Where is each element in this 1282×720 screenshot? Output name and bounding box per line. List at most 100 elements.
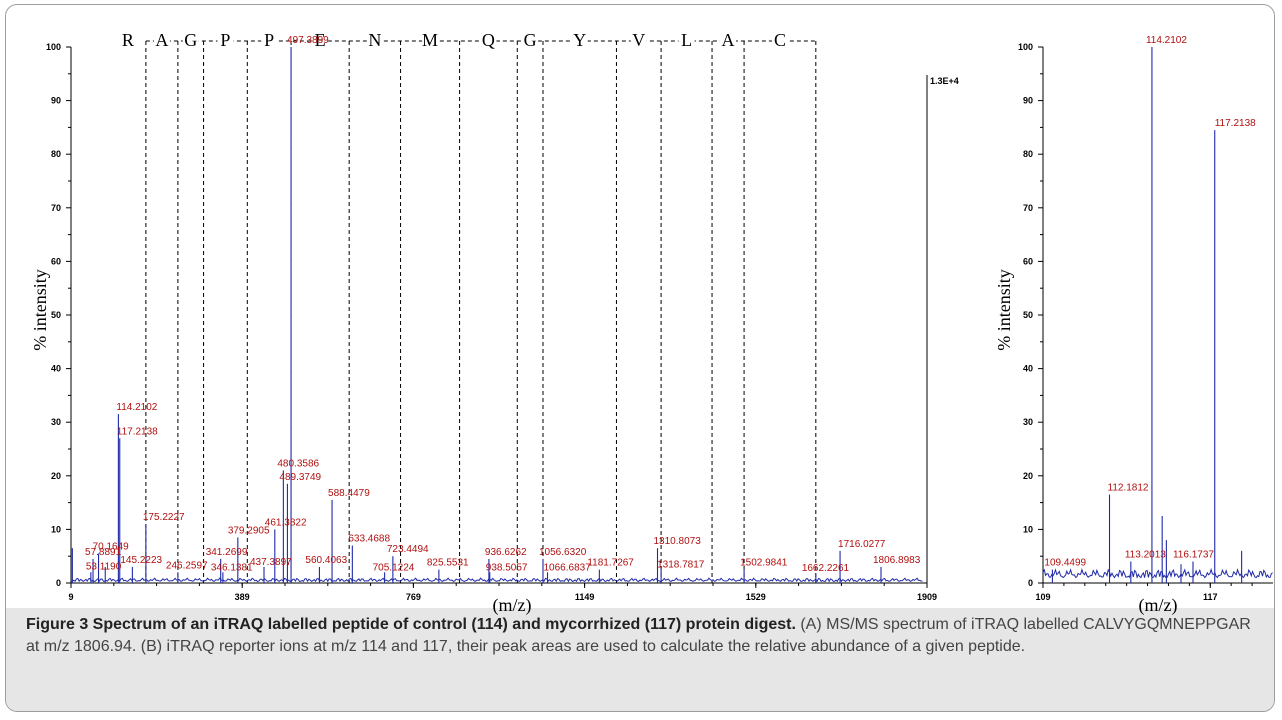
sequence-letter-bg xyxy=(720,30,737,50)
y-tick-label-b: 50 xyxy=(1023,310,1033,320)
peak-label-a: 341.2699 xyxy=(206,547,248,558)
y-tick-label-a: 30 xyxy=(51,417,61,427)
sequence-letter-bg xyxy=(366,30,383,50)
sequence-letter: N xyxy=(368,30,381,50)
sequence-letter: E xyxy=(315,30,326,50)
sequence-letter-bg xyxy=(182,30,199,50)
peak-label-b: 109.4499 xyxy=(1044,558,1086,569)
sequence-letter-bg xyxy=(630,30,647,50)
sequence-letter: R xyxy=(122,30,134,50)
peak-label-a: 1806.8983 xyxy=(873,555,921,566)
peak-label-b: 117.2138 xyxy=(1215,118,1256,129)
peak-label-a: 461.3822 xyxy=(265,517,307,528)
y-tick-label-a: 90 xyxy=(51,96,61,106)
sequence-letter-bg xyxy=(119,30,136,50)
peak-label-a: 705.1224 xyxy=(373,562,415,573)
sequence-letter-bg xyxy=(678,30,695,50)
y-tick-label-a: 40 xyxy=(51,364,61,374)
figure-frame xyxy=(5,4,1275,712)
peak-label-a: 379.2905 xyxy=(228,525,270,536)
y-axis-title-b: % intensity xyxy=(994,269,1014,351)
sequence-letter: P xyxy=(264,30,274,50)
x-axis-title-a: (m/z) xyxy=(493,595,532,616)
sequence-letter-bg xyxy=(153,30,170,50)
x-tick-label-a: 9 xyxy=(68,592,73,602)
y-tick-label-b: 10 xyxy=(1023,524,1033,534)
y-tick-label-a: 70 xyxy=(51,203,61,213)
x-tick-label-b: 117 xyxy=(1203,592,1218,602)
y-tick-label-b: 100 xyxy=(1018,42,1033,52)
y-tick-label-a: 10 xyxy=(51,524,61,534)
sequence-letter: V xyxy=(632,30,645,50)
peak-label-a: 57.8891 xyxy=(85,547,122,558)
sequence-letter-bg xyxy=(422,30,439,50)
sequence-letter-bg xyxy=(571,30,588,50)
peak-label-a: 117.2138 xyxy=(117,426,158,437)
peak-label-a: 246.2597 xyxy=(166,560,208,571)
peak-label-a: 437.3897 xyxy=(250,557,292,568)
sequence-letter: M xyxy=(422,30,438,50)
x-tick-label-a: 1529 xyxy=(746,592,766,602)
figure-caption: Figure 3 Spectrum of an iTRAQ labelled p… xyxy=(26,614,1254,658)
y-tick-label-b: 0 xyxy=(1028,578,1033,588)
sequence-letter: C xyxy=(774,30,786,50)
peak-label-a: 723.4494 xyxy=(387,544,429,555)
sequence-letter-bg xyxy=(312,30,329,50)
peak-label-a: 114.2102 xyxy=(116,402,157,413)
peak-label-b: 114.2102 xyxy=(1146,35,1187,46)
peak-label-a: 1716.0277 xyxy=(838,539,886,550)
peak-label-a: 53.1190 xyxy=(86,561,122,572)
y-tick-label-a: 20 xyxy=(51,471,61,481)
peak-label-a: 489.3749 xyxy=(279,472,321,483)
y-tick-label-a: 100 xyxy=(46,42,61,52)
peak-label-a: 497.3899 xyxy=(287,35,329,46)
baseline-noise-b xyxy=(1042,567,1273,579)
peak-label-a: 1066.6837 xyxy=(544,562,592,573)
y-tick-label-b: 90 xyxy=(1023,96,1033,106)
y-tick-label-a: 80 xyxy=(51,149,61,159)
peak-label-a: 346.1381 xyxy=(211,562,253,573)
peak-label-a: 1318.7817 xyxy=(657,560,705,571)
y-tick-label-b: 40 xyxy=(1023,364,1033,374)
y-axis-title-a: % intensity xyxy=(30,269,50,351)
sequence-letter-bg xyxy=(217,30,234,50)
y-tick-label-a: 50 xyxy=(51,310,61,320)
sequence-letter-bg xyxy=(480,30,497,50)
sequence-letter-bg xyxy=(771,30,788,50)
peak-label-a: 175.2227 xyxy=(143,512,185,523)
peak-label-a: 825.5531 xyxy=(427,558,469,569)
peak-label-b: 112.1812 xyxy=(1108,483,1149,494)
x-tick-label-a: 1149 xyxy=(575,592,595,602)
sequence-letter: L xyxy=(681,30,692,50)
peak-label-a: 480.3586 xyxy=(277,458,319,469)
sequence-letter: G xyxy=(184,30,197,50)
peak-label-b: 113.2013 xyxy=(1125,550,1166,561)
x-tick-label-b: 109 xyxy=(1035,592,1050,602)
peak-label-a: 1502.9841 xyxy=(740,558,788,569)
y-tick-label-b: 20 xyxy=(1023,471,1033,481)
y-tick-label-a: 60 xyxy=(51,256,61,266)
peak-label-b: 116.1737 xyxy=(1173,550,1214,561)
x-tick-label-a: 1909 xyxy=(917,592,937,602)
peak-label-a: 145.2223 xyxy=(120,555,162,566)
y-tick-label-b: 60 xyxy=(1023,256,1033,266)
peak-label-a: 1662.2261 xyxy=(802,563,850,574)
peak-label-a: 1181.7267 xyxy=(587,558,634,569)
peak-label-a: 936.6262 xyxy=(485,547,527,558)
sequence-letter-bg xyxy=(261,30,278,50)
sequence-letter: P xyxy=(220,30,230,50)
sequence-letter: Q xyxy=(482,30,495,50)
caption-background xyxy=(6,608,1274,711)
y-tick-label-b: 70 xyxy=(1023,203,1033,213)
y-tick-label-b: 30 xyxy=(1023,417,1033,427)
peak-label-a: 1310.8073 xyxy=(653,536,701,547)
sequence-letter: A xyxy=(155,30,168,50)
sequence-letter: A xyxy=(722,30,735,50)
y-tick-label-b: 80 xyxy=(1023,149,1033,159)
peak-label-a: 1056.6320 xyxy=(539,547,587,558)
peak-label-a: 938.5057 xyxy=(486,562,528,573)
caption-text: (A) MS/MS spectrum of iTRAQ labelled CAL… xyxy=(26,616,1251,655)
x-axis-title-b: (m/z) xyxy=(1139,595,1178,616)
peak-label-a: 588.4479 xyxy=(328,488,370,499)
